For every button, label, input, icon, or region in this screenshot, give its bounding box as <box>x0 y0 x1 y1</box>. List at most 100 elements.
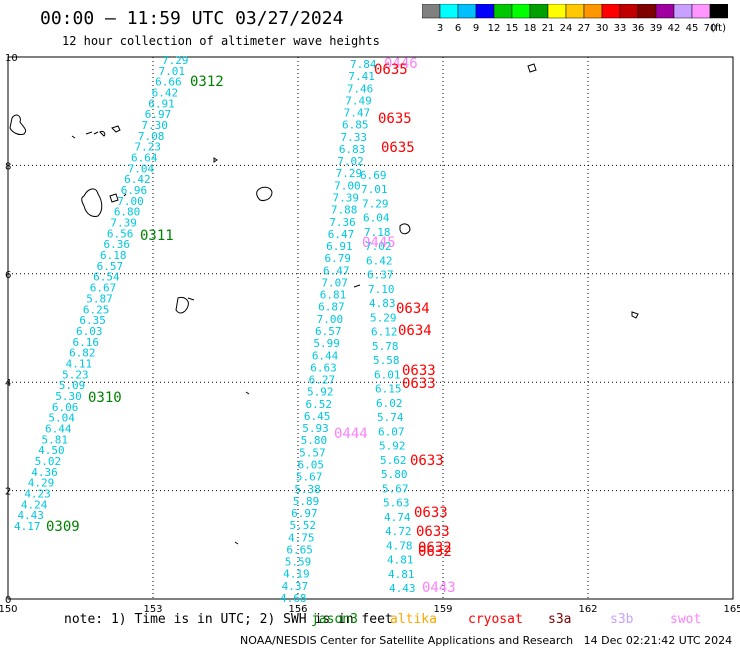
swh-value: 5.99 <box>313 337 340 350</box>
footnote: note: 1) Time is in UTC; 2) SWH is in fe… <box>64 612 393 627</box>
scale-label: 18 <box>524 23 537 34</box>
swh-value: 7.29 <box>362 197 389 210</box>
map-frame <box>7 56 734 600</box>
swh-value: 5.23 <box>62 368 89 381</box>
swh-value: 6.15 <box>375 383 402 396</box>
swh-value: 5.92 <box>379 440 406 453</box>
swh-value: 5.09 <box>59 379 86 392</box>
pass-label: 0634 <box>398 323 432 339</box>
scale-label: 3 <box>437 23 443 34</box>
x-tick-label: 153 <box>143 604 162 615</box>
swh-value: 7.41 <box>348 70 375 83</box>
swh-value: 4.29 <box>28 477 54 490</box>
page-title: 00:00 – 11:59 UTC 03/27/2024 <box>40 8 344 29</box>
swh-value: 6.87 <box>318 301 345 314</box>
scale-label: 24 <box>560 23 573 34</box>
swh-value: 7.30 <box>141 119 168 132</box>
swh-value: 7.84 <box>350 58 377 71</box>
swh-value: 6.54 <box>93 271 120 284</box>
swh-value: 6.91 <box>326 240 353 253</box>
swh-value: 5.38 <box>294 483 321 496</box>
island-outline <box>85 131 106 137</box>
swh-value: 6.80 <box>114 206 141 219</box>
swh-value: 6.37 <box>367 269 394 282</box>
swh-value: 7.39 <box>333 192 360 205</box>
swh-value: 6.57 <box>315 325 342 338</box>
swh-value: 6.56 <box>107 227 134 240</box>
swh-value: 4.81 <box>387 554 414 567</box>
pass-label: 0444 <box>334 426 368 442</box>
pass-label: 0443 <box>422 580 456 596</box>
swh-value: 5.57 <box>299 446 326 459</box>
swh-value: 5.52 <box>290 519 317 532</box>
swh-value: 4.74 <box>384 511 411 524</box>
island-outline <box>399 223 411 235</box>
swh-value: 4.43 <box>17 509 44 522</box>
island-outline <box>109 193 127 203</box>
swh-value: 4.78 <box>386 539 413 552</box>
swh-value: 6.45 <box>304 410 331 423</box>
swh-value: 7.47 <box>344 107 371 120</box>
swh-value: 5.93 <box>302 422 329 435</box>
x-tick-label: 165 <box>723 604 740 615</box>
swh-value: 4.50 <box>38 444 64 457</box>
scale-label: 6 <box>455 23 461 34</box>
swh-value: 6.03 <box>76 325 103 338</box>
swh-value: 6.47 <box>328 228 355 241</box>
scale-label: 15 <box>506 23 519 34</box>
swh-value: 5.29 <box>370 311 397 324</box>
swh-value: 7.23 <box>134 141 161 154</box>
swh-value: 4.43 <box>389 582 416 595</box>
swh-value: 5.67 <box>382 482 409 495</box>
legend-item-s3a: s3a <box>548 612 572 627</box>
swh-value: 6.83 <box>339 143 366 156</box>
swh-value: 7.01 <box>361 183 388 196</box>
swh-value: 6.47 <box>323 264 350 277</box>
swh-value: 6.85 <box>342 119 369 132</box>
island-outline <box>527 63 537 73</box>
swh-value: 6.25 <box>83 303 110 316</box>
credit-line: NOAA/NESDIS Center for Satellite Applica… <box>240 634 733 647</box>
island-outline <box>111 125 121 133</box>
page-subtitle: 12 hour collection of altimeter wave hei… <box>62 34 380 48</box>
swh-value: 6.06 <box>52 401 79 414</box>
pass-label: 0635 <box>374 62 408 78</box>
legend-item-s3b: s3b <box>610 612 634 627</box>
pass-label: 0309 <box>46 519 80 535</box>
swh-value: 4.19 <box>283 568 310 581</box>
swh-value: 6.05 <box>298 459 325 472</box>
swh-value: 4.11 <box>66 357 93 370</box>
swh-value: 6.42 <box>152 87 179 100</box>
swh-value: 7.88 <box>331 204 358 217</box>
swh-value: 7.08 <box>138 130 165 143</box>
pass-label: 0311 <box>140 228 174 244</box>
swh-value: 5.02 <box>35 455 62 468</box>
pass-label: 0633 <box>410 453 444 469</box>
swh-value: 4.75 <box>288 531 315 544</box>
swh-value: 7.39 <box>110 217 137 230</box>
swh-value: 5.63 <box>383 497 410 510</box>
scale-label: 36 <box>632 23 645 34</box>
scale-label: 9 <box>473 23 479 34</box>
swh-value: 6.18 <box>100 249 127 262</box>
swh-value: 5.58 <box>373 354 400 367</box>
swh-value: 5.81 <box>42 433 68 446</box>
swh-value: 5.87 <box>86 292 113 305</box>
swh-value: 6.07 <box>378 425 405 438</box>
scale-label: 12 <box>488 23 501 34</box>
swh-value: 6.01 <box>374 368 401 381</box>
pass-label: 0633 <box>416 524 450 540</box>
swh-value: 6.79 <box>325 252 352 265</box>
island-outline <box>81 188 103 217</box>
swh-value: 5.59 <box>285 556 312 569</box>
swh-value: 4.68 <box>280 592 307 605</box>
island-outline <box>213 157 218 163</box>
scale-label: 27 <box>578 23 591 34</box>
scale-label: 39 <box>650 23 663 34</box>
island-outline <box>71 135 76 139</box>
scale-label: 33 <box>614 23 627 34</box>
swh-value: 6.97 <box>291 507 318 520</box>
swh-value: 6.02 <box>376 397 403 410</box>
legend-item-cryosat: cryosat <box>468 612 523 627</box>
